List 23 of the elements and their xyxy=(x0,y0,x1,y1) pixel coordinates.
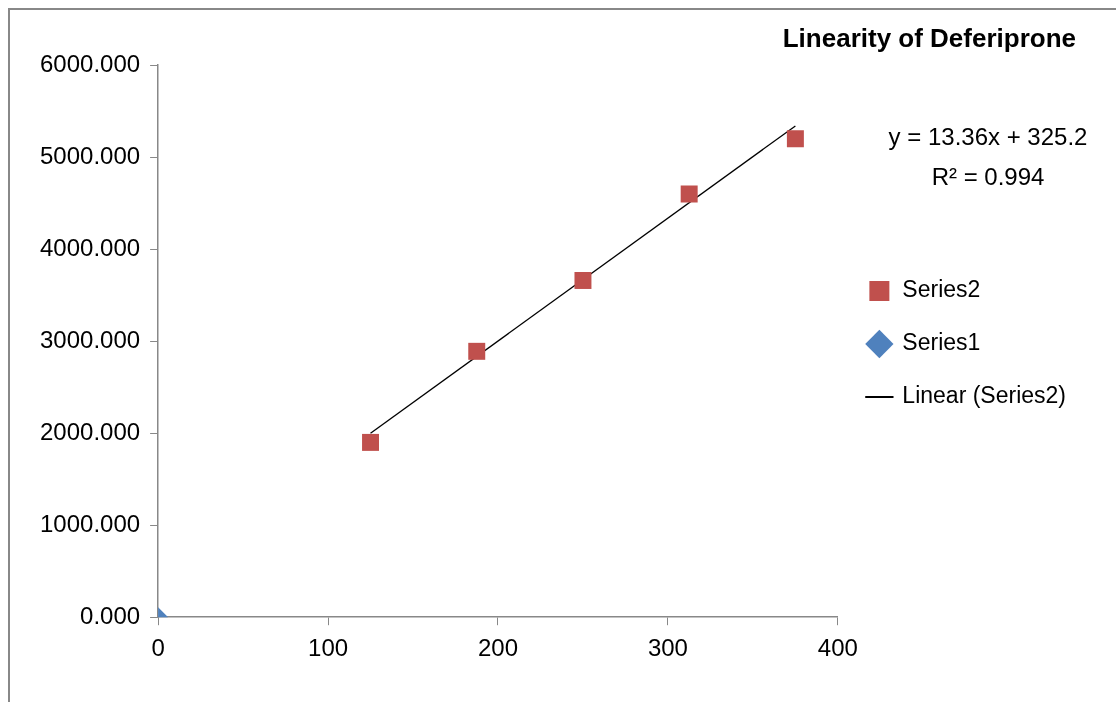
y-tick-label: 5000.000 xyxy=(39,141,141,169)
x-tick-label: 200 xyxy=(477,634,519,662)
text: y = 13.36x + 325.2 xyxy=(888,122,1088,150)
point xyxy=(362,433,380,451)
y-tick-label: 3000.000 xyxy=(39,325,141,353)
point xyxy=(468,342,486,360)
y-tick-label: 2000.000 xyxy=(39,417,141,445)
y-tick-label: 4000.000 xyxy=(39,233,141,261)
text: Linearity of Deferiprone xyxy=(782,22,1076,53)
point xyxy=(680,185,698,203)
y-tick-label: 6000.000 xyxy=(39,49,141,77)
y-tick-label: 1000.000 xyxy=(39,509,141,537)
legend-label: Series2 xyxy=(902,276,981,303)
x-tick-label: 300 xyxy=(647,634,688,662)
legend-label: Series1 xyxy=(902,329,981,356)
text: R² = 0.994 xyxy=(931,162,1045,190)
y-tick-label: 0.000 xyxy=(80,601,141,629)
point xyxy=(574,272,592,289)
x-tick-label: 0 xyxy=(151,634,165,662)
x-tick-label: 400 xyxy=(817,634,858,662)
x-tick-label: 100 xyxy=(308,634,349,662)
legend-label: Linear (Series2) xyxy=(902,382,1067,409)
point xyxy=(786,130,804,148)
